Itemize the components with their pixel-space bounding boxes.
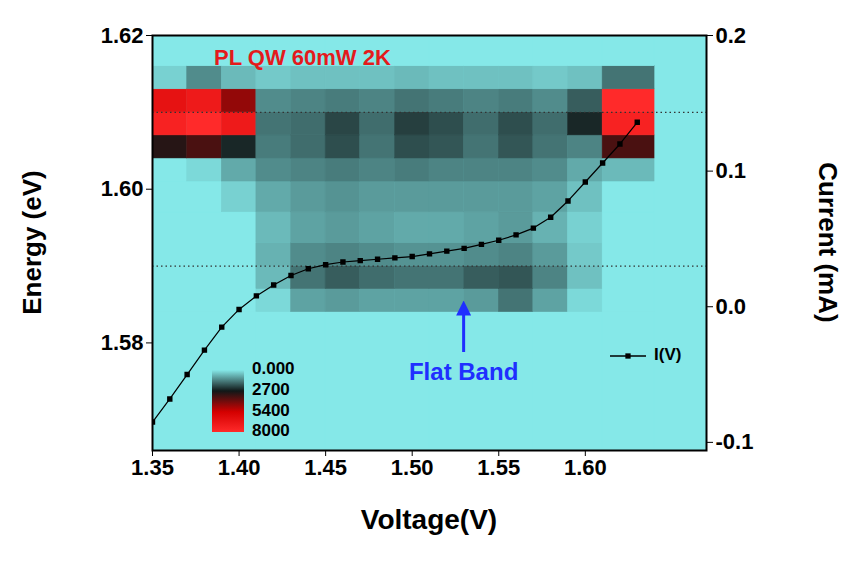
svg-text:1.35: 1.35 — [131, 455, 174, 480]
svg-text:1.55: 1.55 — [477, 455, 520, 480]
svg-text:-0.1: -0.1 — [716, 429, 754, 454]
svg-text:Flat Band: Flat Band — [409, 358, 518, 385]
svg-text:1.60: 1.60 — [101, 176, 144, 201]
svg-text:1.60: 1.60 — [564, 455, 607, 480]
svg-text:PL QW 60mW 2K: PL QW 60mW 2K — [214, 45, 391, 70]
svg-text:1.45: 1.45 — [304, 455, 347, 480]
svg-text:Energy (eV): Energy (eV) — [17, 170, 47, 315]
svg-text:5400: 5400 — [252, 401, 290, 420]
svg-text:8000: 8000 — [252, 421, 290, 440]
svg-text:0.2: 0.2 — [716, 23, 747, 48]
svg-text:2700: 2700 — [252, 380, 290, 399]
svg-text:1.40: 1.40 — [218, 455, 261, 480]
svg-text:1.62: 1.62 — [101, 23, 144, 48]
svg-text:1.58: 1.58 — [101, 330, 144, 355]
svg-text:0.1: 0.1 — [716, 158, 747, 183]
svg-text:I(V): I(V) — [654, 345, 681, 364]
svg-text:Voltage(V): Voltage(V) — [361, 504, 497, 535]
svg-text:1.50: 1.50 — [391, 455, 434, 480]
svg-text:0.000: 0.000 — [252, 359, 295, 378]
svg-text:Current (mA): Current (mA) — [813, 162, 843, 322]
svg-text:0.0: 0.0 — [716, 294, 747, 319]
